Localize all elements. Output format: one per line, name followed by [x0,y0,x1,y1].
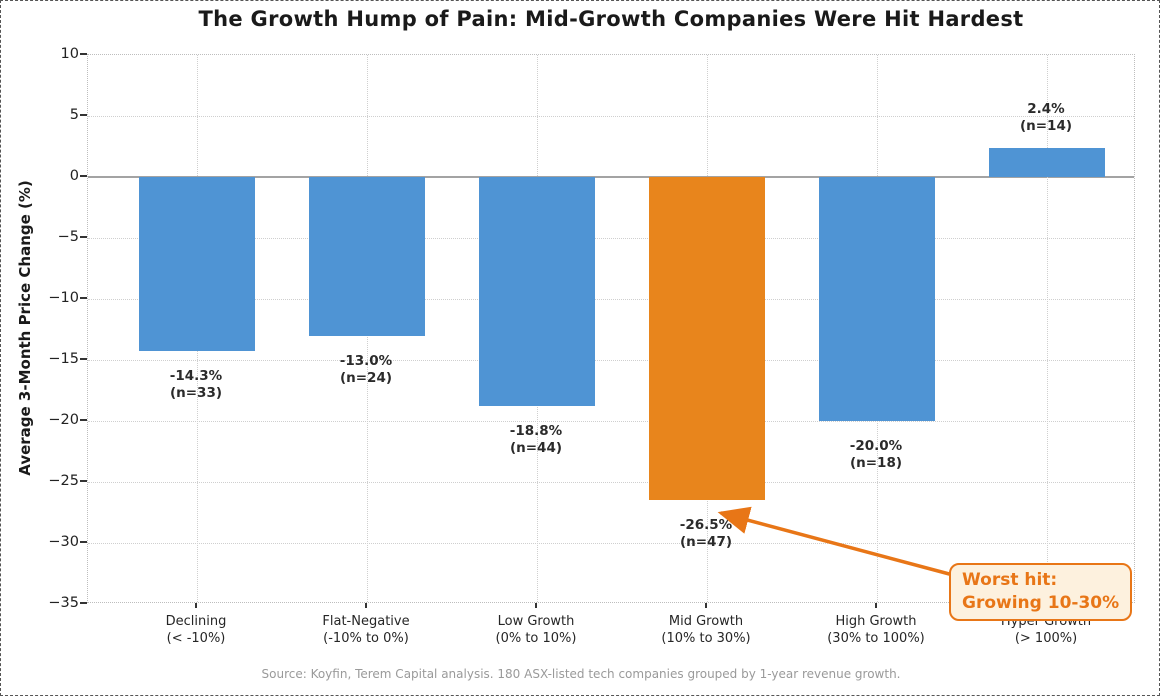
y-gridline [88,116,1134,117]
x-tick-label: High Growth (30% to 100%) [827,613,925,647]
y-tick-mark [80,175,87,177]
bar-count-text: (n=18) [849,455,903,471]
bar-count-text: (n=14) [1019,117,1073,134]
y-tick-label: −20 [48,412,79,428]
annotation-callout: Worst hit: Growing 10-30% [949,563,1133,621]
bar-declining [139,177,255,352]
y-tick-mark [80,358,87,360]
bar-flat-negative [309,177,425,336]
y-tick-mark [80,53,87,55]
x-tick-range: (10% to 30%) [661,631,751,646]
bar-value-text: -18.8% [509,423,563,440]
y-tick-mark [80,114,87,116]
y-tick-label: 10 [60,46,79,62]
x-tick-label: Mid Growth (10% to 30%) [661,613,750,647]
x-tick-label: Low Growth (0% to 10%) [496,613,577,647]
bar-hyper-growth [989,147,1105,177]
y-tick-mark [80,297,87,299]
y-tick-mark [80,480,87,482]
y-tick-label: −25 [48,473,79,489]
x-tick-mark [365,603,367,608]
bar-value-text: -20.0% [849,438,903,454]
y-tick-label: 5 [69,107,79,123]
bar-high-growth [819,177,935,421]
bar-value-label: -26.5% (n=47) [680,517,732,551]
x-tick-range: (0% to 10%) [495,631,577,646]
bar-value-text: 2.4% [1027,100,1065,117]
y-tick-mark [80,602,87,604]
x-tick-category: Mid Growth [668,614,744,629]
bar-low-growth [479,177,595,407]
bar-value-label: -14.3% (n=33) [170,368,222,402]
bar-count-text: (n=33) [169,385,223,402]
x-tick-mark [195,603,197,608]
zero-line [88,176,1134,178]
y-tick-mark [80,541,87,543]
x-tick-category: Declining [165,614,227,629]
bar-value-label: 2.4% (n=14) [1020,101,1072,135]
x-tick-label: Declining (< -10%) [166,613,227,647]
bar-mid-growth [649,177,765,501]
bar-count-text: (n=44) [509,440,563,457]
x-tick-category: Flat-Negative [322,614,410,629]
bar-count-text: (n=24) [339,369,393,386]
y-axis-label: Average 3-Month Price Change (%) [16,180,34,476]
x-tick-category: Low Growth [497,614,575,629]
plot-area [87,54,1135,603]
x-tick-range: (< -10%) [166,631,226,646]
y-tick-label: −10 [48,290,79,306]
y-tick-label: −15 [48,351,79,367]
x-tick-range: (> 100%) [1014,631,1078,646]
bar-value-label: -20.0% (n=18) [850,438,902,472]
x-tick-mark [875,603,877,608]
y-tick-label: −30 [48,534,79,550]
x-gridline [1047,55,1048,602]
bar-value-text: -14.3% [169,368,223,385]
x-tick-label: Flat-Negative (-10% to 0%) [322,613,409,647]
y-tick-label: 0 [69,168,79,184]
y-gridline [88,299,1134,300]
annotation-line2: Growing 10-30% [962,593,1120,613]
x-tick-mark [535,603,537,608]
y-tick-mark [80,419,87,421]
bar-count-text: (n=47) [679,534,733,551]
bar-value-label: -13.0% (n=24) [340,353,392,387]
y-gridline [88,421,1134,422]
bar-value-text: -26.5% [679,517,733,534]
y-gridline [88,543,1134,544]
bar-value-label: -18.8% (n=44) [510,423,562,457]
y-tick-label: −5 [57,229,79,245]
y-tick-label: −35 [48,595,79,611]
y-tick-mark [80,236,87,238]
annotation-line1: Worst hit: [962,570,1058,590]
x-tick-mark [705,603,707,608]
chart-title: The Growth Hump of Pain: Mid-Growth Comp… [198,7,1024,31]
x-tick-range: (-10% to 0%) [323,631,409,646]
y-gridline [88,360,1134,361]
bar-value-text: -13.0% [339,352,393,369]
x-tick-category: High Growth [835,614,917,629]
y-gridline [88,482,1134,483]
x-tick-range: (30% to 100%) [827,631,925,646]
source-note: Source: Koyfin, Terem Capital analysis. … [261,667,901,681]
y-gridline [88,238,1134,239]
